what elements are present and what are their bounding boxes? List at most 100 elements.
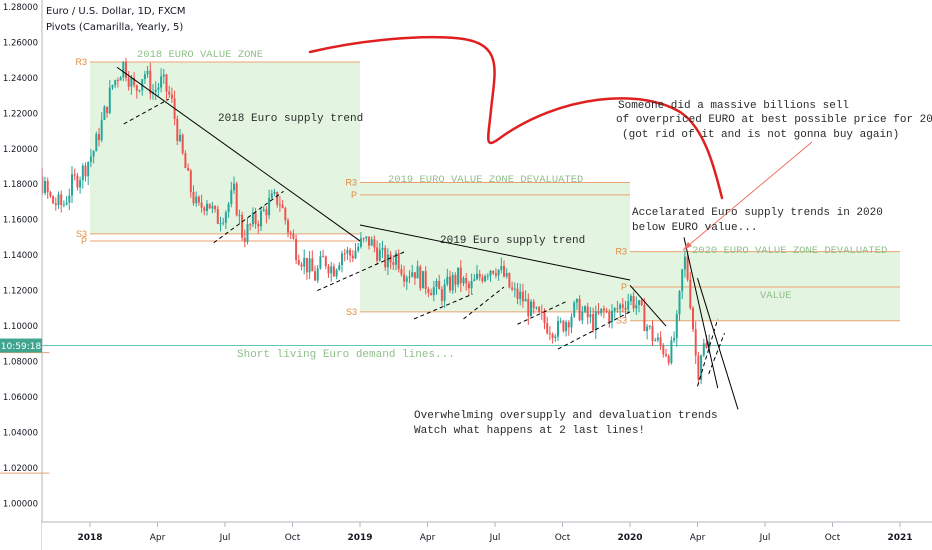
candle-body — [349, 250, 352, 256]
candle-body — [254, 212, 257, 224]
candle-body — [216, 209, 219, 224]
indicator-label: Pivots (Camarilla, Yearly, 5) — [46, 22, 184, 33]
candle-body — [486, 275, 489, 277]
candle-body — [640, 300, 643, 306]
candle-body — [84, 165, 87, 177]
candle-body — [408, 276, 411, 278]
candle-body — [484, 275, 487, 282]
price-tick-label: 1.02000 — [3, 464, 38, 474]
candle-body — [206, 203, 208, 211]
candle-body — [395, 253, 397, 265]
candle-body — [135, 85, 138, 91]
candle-body — [303, 257, 306, 267]
candle-body — [246, 224, 249, 242]
annotation-arrow — [682, 141, 813, 251]
candle-body — [538, 307, 541, 312]
candle-body — [330, 266, 333, 274]
time-tick-label: Apr — [420, 533, 436, 543]
note-massive-sell-1: Someone did a massive billions sell — [618, 100, 849, 112]
candle-body — [581, 311, 584, 321]
note-massive-sell-2: of overpriced EURO at best possible pric… — [616, 114, 932, 126]
candle-body — [187, 168, 190, 171]
time-tick-label: Jul — [489, 533, 501, 543]
note-accelerated-1: Accelarated Euro supply trends in 2020 — [632, 207, 883, 219]
candle-body — [489, 270, 492, 276]
zone-title-2020: 2020 EURO VALUE ZONE DEVALUATED — [692, 245, 887, 257]
candle-body — [627, 301, 630, 310]
candle-body — [411, 272, 414, 277]
supply-trend-line — [683, 237, 719, 389]
price-axis-bg — [0, 0, 42, 550]
demand-line — [413, 293, 473, 320]
pivot-label-p: P — [351, 190, 357, 200]
note-oversupply-2: Watch what happens at 2 last lines! — [414, 425, 645, 437]
value-zone-2 — [360, 182, 630, 312]
candle-body — [673, 337, 676, 341]
candle-body — [370, 239, 373, 246]
candle-body — [532, 301, 535, 308]
hand-drawn-curve — [308, 35, 724, 200]
candle-body — [314, 271, 316, 281]
price-tick-label: 1.14000 — [3, 251, 38, 261]
candle-body — [127, 77, 130, 87]
note-oversupply-1: Overwhelming oversupply and devaluation … — [414, 410, 718, 422]
current-price-badge — [0, 338, 42, 353]
candle-body — [354, 250, 357, 259]
candle-body — [341, 253, 343, 266]
price-tick-label: 1.16000 — [3, 216, 38, 226]
candle-body — [435, 281, 438, 288]
candle-body — [557, 321, 559, 337]
candle-body — [575, 298, 578, 303]
candle-body — [384, 247, 387, 268]
candle-body — [430, 293, 433, 296]
candle-body — [516, 288, 519, 299]
price-tick-label: 1.22000 — [3, 109, 38, 119]
candle-body — [125, 61, 127, 78]
price-tick-label: 1.18000 — [3, 180, 38, 190]
candle-body — [500, 265, 503, 270]
candle-body — [586, 306, 589, 318]
candle-body — [68, 195, 71, 203]
candle-body — [332, 266, 335, 277]
demand-line — [708, 332, 725, 375]
candle-body — [351, 255, 354, 259]
candle-body — [222, 222, 225, 224]
price-tick-label: 1.12000 — [3, 287, 38, 297]
candle-body — [675, 314, 678, 338]
candle-body — [165, 74, 168, 92]
time-tick-label: Apr — [150, 533, 166, 543]
candle-body — [424, 271, 427, 290]
candle-body — [584, 306, 586, 312]
candle-body — [130, 77, 133, 87]
candle-body — [71, 174, 73, 196]
candle-body — [305, 257, 308, 273]
candle-body — [578, 298, 581, 321]
candle-body — [667, 356, 670, 364]
time-axis-bg — [42, 522, 932, 550]
candle-body — [106, 106, 109, 114]
candle-body — [241, 214, 244, 238]
candle-body — [548, 333, 551, 335]
candle-body — [184, 153, 187, 169]
candle-body — [57, 194, 60, 206]
candle-body — [116, 80, 119, 82]
candle-body — [465, 277, 468, 284]
candle-body — [359, 238, 362, 247]
candle-body — [95, 133, 98, 152]
candle-body — [287, 220, 289, 233]
pivot-label-s3: S3 — [616, 316, 627, 326]
candle-body — [108, 87, 111, 114]
candle-body — [681, 269, 684, 292]
candle-body — [629, 296, 632, 302]
candle-body — [613, 308, 616, 311]
candle-body — [219, 223, 222, 225]
price-tick-label: 1.26000 — [3, 38, 38, 48]
value-zone-1 — [90, 61, 360, 234]
candle-body — [508, 273, 511, 288]
candle-body — [494, 273, 497, 276]
candle-body — [700, 355, 703, 380]
chart-title: Euro / U.S. Dollar, 1D, FXCM — [46, 6, 186, 17]
candle-body — [422, 271, 424, 289]
candle-body — [268, 197, 271, 216]
